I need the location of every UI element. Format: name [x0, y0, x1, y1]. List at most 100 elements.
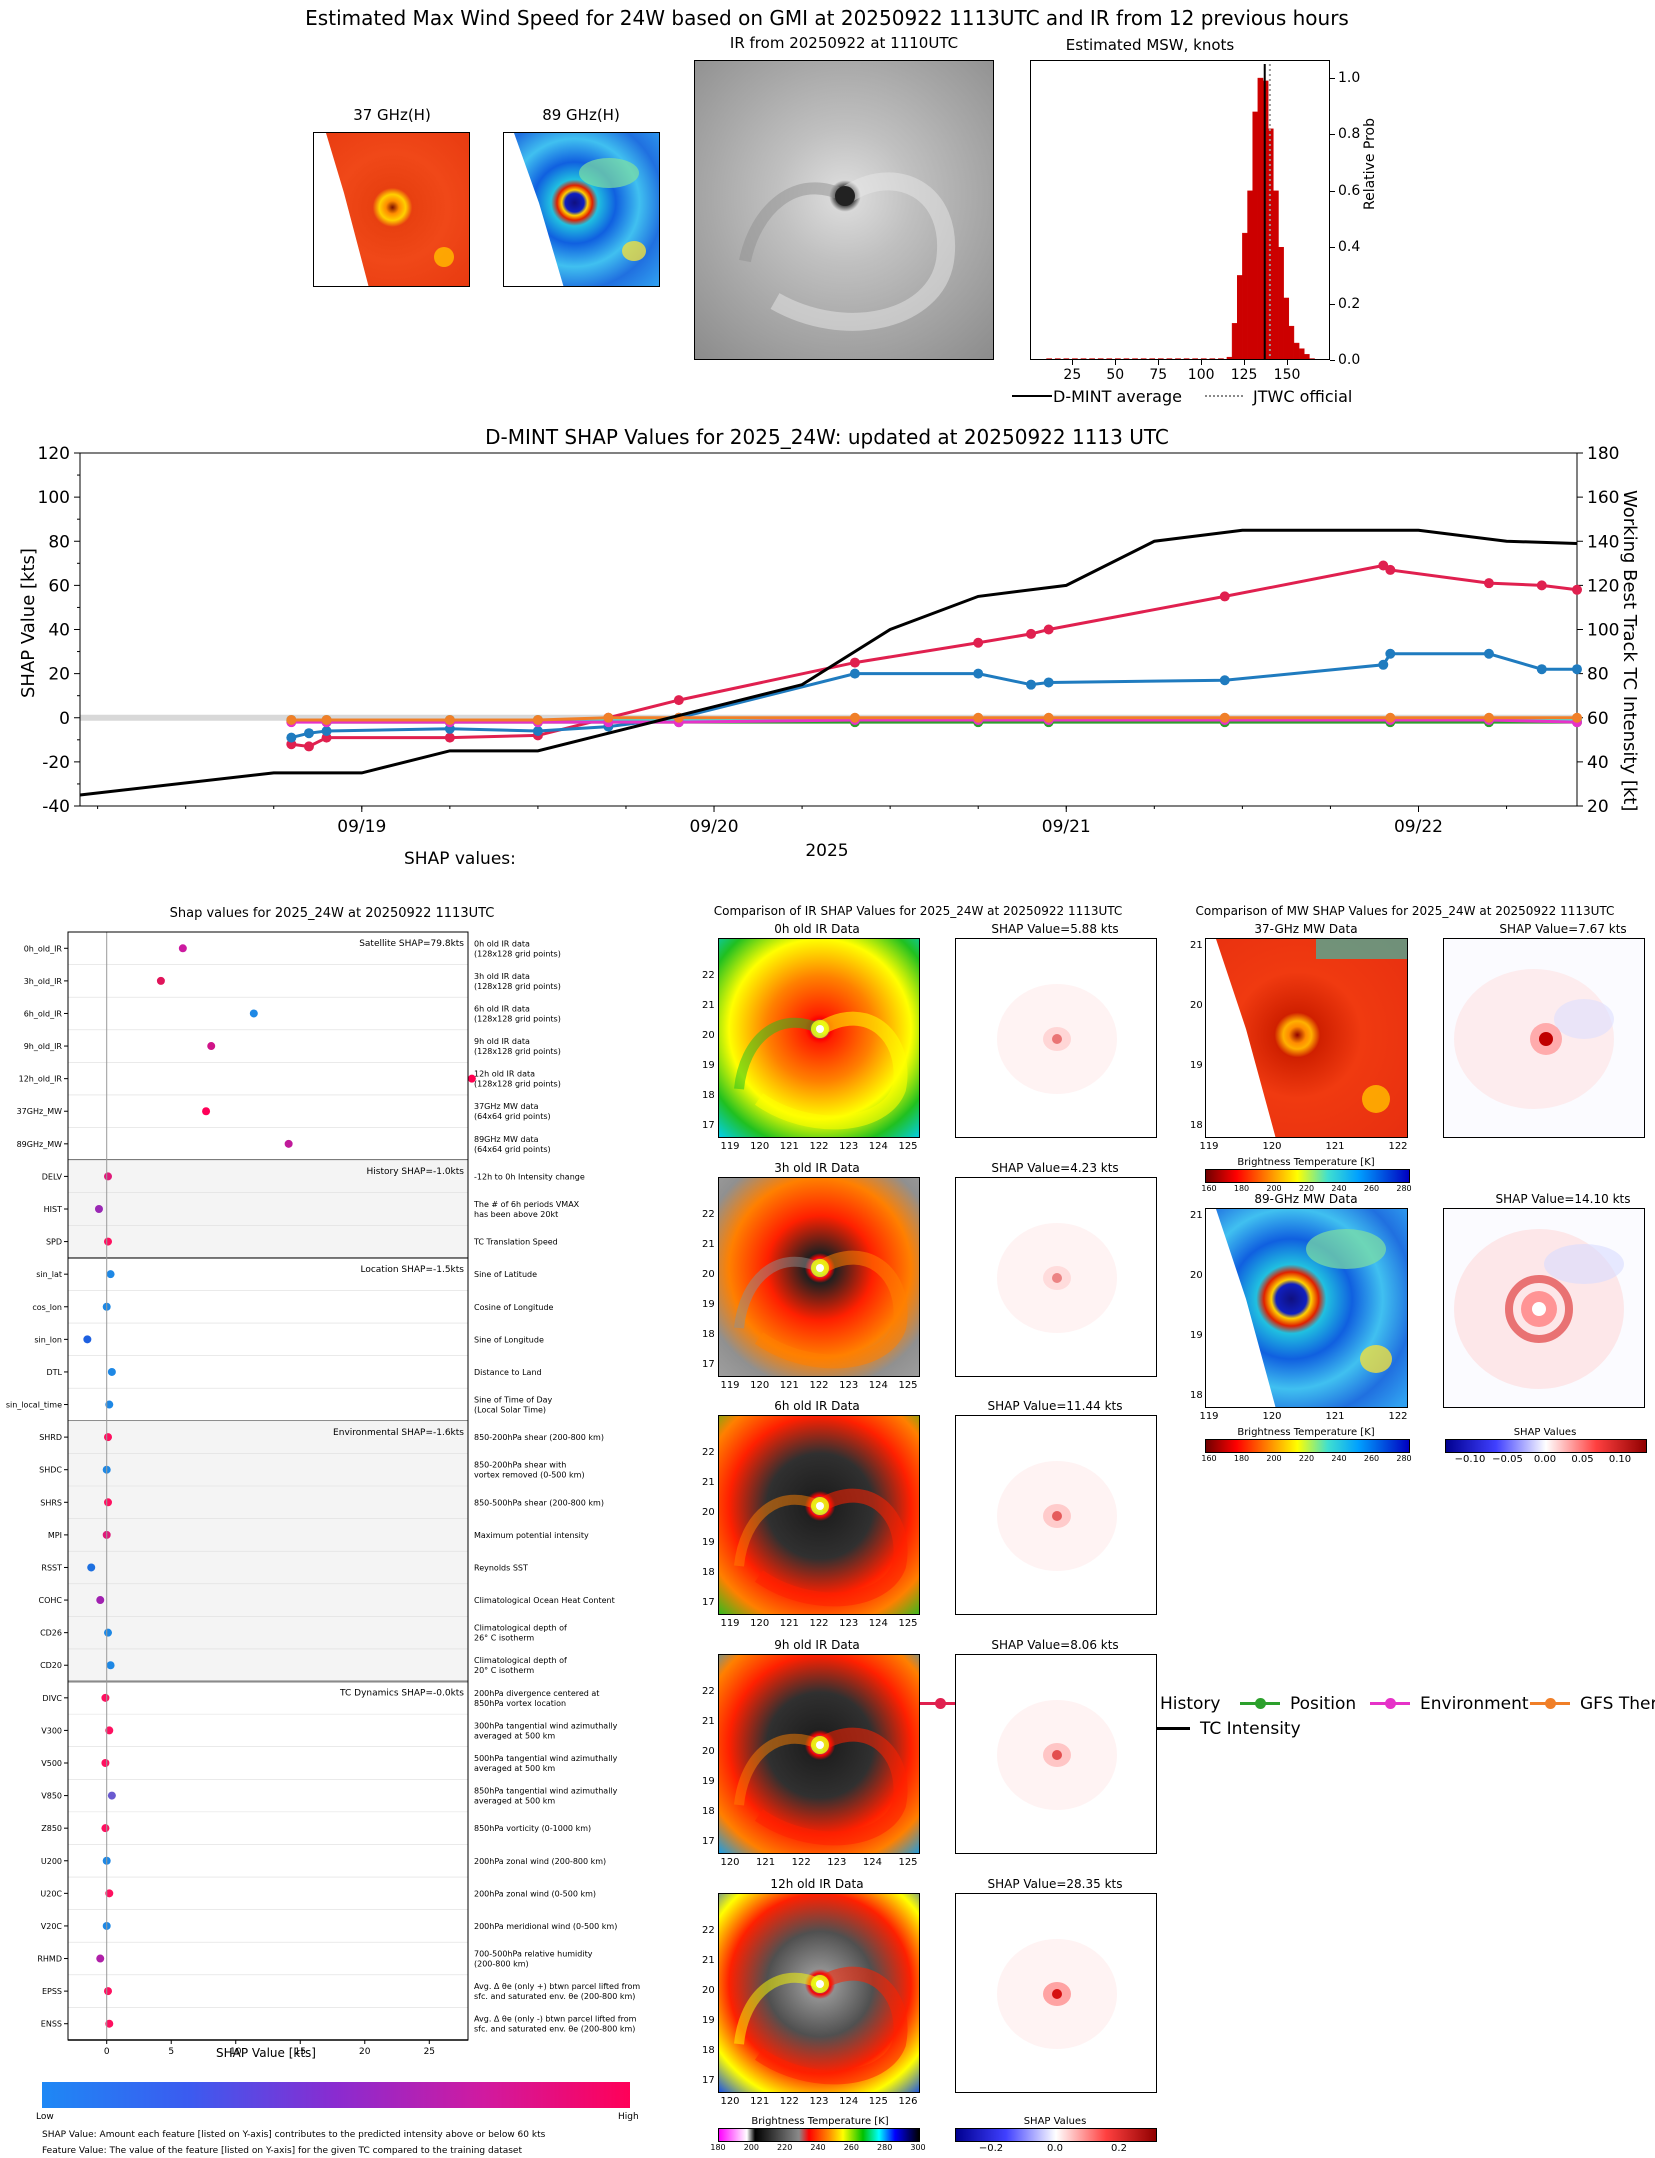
- feature-point: [105, 1889, 114, 1898]
- hist-bar: [1242, 232, 1248, 360]
- feature-name: SPD: [46, 1238, 62, 1247]
- feature-desc: (200-800 km): [474, 1960, 529, 1969]
- feature-name: U200: [41, 1857, 62, 1866]
- ts-ytick-right-label: 40: [1587, 753, 1609, 773]
- legend-label: History: [1160, 1694, 1221, 1714]
- legend-label: GFS Thermo: [1580, 1694, 1655, 1714]
- hist-bar: [1236, 275, 1243, 360]
- ir-ytick-label: 19: [702, 1776, 715, 1787]
- mw-ytick-label: 21: [1190, 1210, 1203, 1221]
- ir-panel-image: [718, 1893, 920, 2093]
- footnote-2: Feature Value: The value of the feature …: [42, 2146, 523, 2156]
- hist-ytick-label: 0.8: [1338, 126, 1361, 143]
- ts-ytick-left-label: 120: [38, 444, 70, 464]
- ir-ytick-label: 20: [702, 1507, 715, 1518]
- feature-point: [104, 1498, 112, 1507]
- ir-cbar-tick: 280: [877, 2143, 893, 2152]
- ts-ytick-right-label: 20: [1587, 797, 1609, 817]
- ir-ytick-label: 18: [702, 1329, 715, 1340]
- ir-panel-title: 6h old IR Data: [774, 1399, 860, 1413]
- ir-xtick-label: 121: [756, 1857, 776, 1868]
- ts-title: D-MINT SHAP Values for 2025_24W: updated…: [485, 425, 1169, 449]
- feature-desc: 26° C isotherm: [474, 1634, 534, 1643]
- feature-name: COHC: [39, 1596, 63, 1605]
- legend-swatch: [1150, 1727, 1190, 1730]
- feature-name: SHRS: [40, 1498, 62, 1507]
- feature-desc: Distance to Land: [474, 1368, 542, 1377]
- ts-ytick-left-label: -40: [42, 797, 70, 817]
- feature-name: 89GHz_MW: [17, 1140, 62, 1149]
- mw-xtick-label: 120: [1262, 1141, 1282, 1152]
- ir-ytick-label: 21: [702, 1239, 715, 1250]
- mw37-shap-image: [1443, 938, 1645, 1138]
- ir-compare-title: Comparison of IR SHAP Values for 2025_24…: [713, 904, 1123, 918]
- ir-shap-image: [955, 1654, 1157, 1854]
- feature-name: DTL: [46, 1368, 62, 1377]
- feature-desc: Sine of Longitude: [474, 1335, 544, 1344]
- feature-name: SHDC: [39, 1466, 62, 1475]
- ts-ytick-left-label: 60: [48, 576, 70, 596]
- feature-desc: The # of 6h periods VMAX: [473, 1200, 580, 1209]
- series-point-ir: [1385, 564, 1396, 575]
- feature-desc: 20° C isotherm: [474, 1666, 534, 1675]
- ts-ytick-right-label: 80: [1587, 665, 1609, 685]
- legend-avg-label: D-MINT average: [1053, 387, 1182, 406]
- ts-ytick-left-label: 100: [38, 488, 70, 508]
- series-point-gfs-thermo: [444, 714, 455, 725]
- mw-xtick-label: 122: [1388, 1411, 1408, 1422]
- mw-cbar-tick: 200: [1266, 1454, 1282, 1463]
- mw-cbar-tick: 160: [1201, 1454, 1217, 1463]
- feature-desc: has been above 20kt: [474, 1210, 558, 1219]
- ir-panel-title: 3h old IR Data: [774, 1161, 860, 1175]
- ir-cbar-tick: 300: [910, 2143, 926, 2152]
- series-line-tc-intensity: [79, 528, 1578, 797]
- ir-ytick-label: 21: [702, 1716, 715, 1727]
- ir-xtick-label: 121: [779, 1141, 799, 1152]
- feature-point: [284, 1139, 293, 1148]
- ir-ytick-label: 22: [702, 1209, 715, 1220]
- series-point-ir: [1219, 591, 1230, 602]
- panel-ir-title: IR from 20250922 at 1110UTC: [729, 34, 959, 52]
- hist-xtick-label: 50: [1106, 367, 1125, 383]
- bee-xtick-label: 25: [424, 2047, 435, 2054]
- series-point-ir: [1026, 628, 1037, 639]
- ir-xtick-label: 122: [779, 2096, 799, 2107]
- ts-xtick-label: 09/22: [1394, 817, 1443, 837]
- ir-xtick-label: 124: [868, 1618, 888, 1629]
- mw-cbar-tick: 200: [1266, 1184, 1282, 1193]
- ts-ytick-right-label: 60: [1587, 709, 1609, 729]
- series-point-ir: [973, 637, 984, 648]
- mw-cbar-tick: 260: [1363, 1184, 1380, 1193]
- ir-ytick-label: 17: [702, 1836, 715, 1847]
- legend-avg-line: [1012, 395, 1052, 397]
- ir-xtick-label: 119: [720, 1141, 740, 1152]
- feature-desc: (64x64 grid points): [474, 1112, 551, 1121]
- feature-desc: Sine of Time of Day: [474, 1396, 553, 1405]
- hist-ylabel: Relative Prob: [1362, 117, 1378, 210]
- ir-xtick-label: 125: [898, 1857, 918, 1868]
- hist-ytick: [1330, 190, 1335, 192]
- mw37-cbar: [1205, 1169, 1410, 1183]
- feature-point: [105, 2019, 114, 2028]
- series-point-gfs-thermo: [1043, 712, 1054, 723]
- ir-cbar: [718, 2128, 920, 2142]
- mw89-title: 89-GHz MW Data: [1254, 1192, 1358, 1206]
- ir-panel-title: 9h old IR Data: [774, 1638, 860, 1652]
- mw-cbar-tick: 180: [1233, 1184, 1250, 1193]
- ir-ytick-label: 17: [702, 2075, 715, 2086]
- hist-xtick: [1201, 360, 1203, 365]
- mw-cbar-tick: 260: [1363, 1454, 1380, 1463]
- feature-name: sin_lat: [36, 1270, 62, 1279]
- ts-ylabel-right: Working Best Track TC Intensity [kt]: [1619, 490, 1640, 812]
- ir-xtick-label: 123: [827, 1857, 847, 1868]
- feature-desc: Cosine of Longitude: [474, 1303, 554, 1312]
- series-point-mw: [1536, 664, 1547, 675]
- feature-desc: (64x64 grid points): [474, 1145, 551, 1154]
- series-point-mw: [1026, 679, 1037, 690]
- feature-name: RHMD: [37, 1955, 62, 1964]
- feature-name: V20C: [41, 1922, 63, 1931]
- panel-89-title: 89 GHz(H): [542, 106, 620, 124]
- ir-xtick-label: 120: [750, 1141, 770, 1152]
- bee-frame: [67, 931, 469, 2041]
- hist-frame: [1030, 60, 1330, 360]
